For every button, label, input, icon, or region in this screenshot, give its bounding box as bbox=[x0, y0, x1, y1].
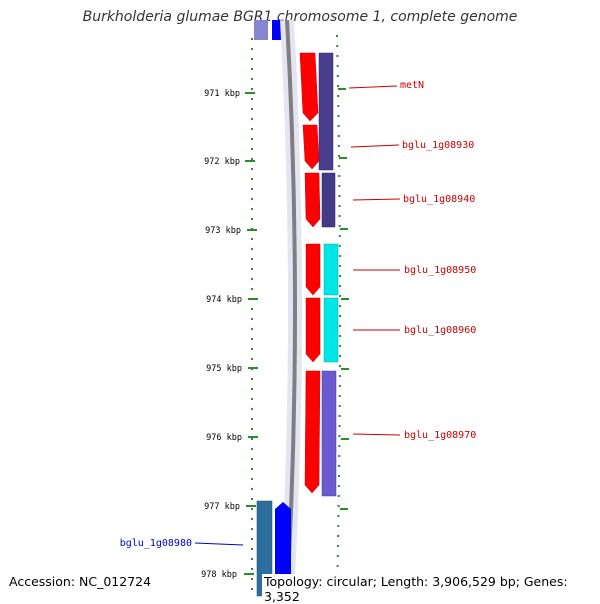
cog-features bbox=[318, 52, 339, 497]
outer-dotted-ruler bbox=[336, 34, 341, 596]
outer-tick-marks bbox=[338, 88, 349, 510]
cds-arrow-bglu-1g08960 bbox=[305, 297, 321, 363]
cds-features bbox=[299, 52, 321, 494]
label-connectors bbox=[194, 85, 401, 546]
cds-arrow-bglu-1g08930 bbox=[302, 124, 320, 170]
gene-label-bglu-1g08980[interactable]: bglu_1g08980 bbox=[120, 538, 192, 549]
gene-label-bglu-1g08940[interactable]: bglu_1g08940 bbox=[403, 194, 475, 205]
blue-gene-arrow bbox=[275, 502, 291, 596]
gene-label-metN[interactable]: metN bbox=[400, 80, 424, 91]
genome-summary-text: Topology: circular; Length: 3,906,529 bp… bbox=[262, 574, 600, 604]
tick-label: 973 kbp bbox=[205, 226, 241, 236]
cds-arrow-metN bbox=[299, 52, 319, 122]
tick-label: 975 kbp bbox=[206, 364, 242, 374]
cog-bar-purple bbox=[318, 52, 334, 171]
tick-label: 978 kbp bbox=[201, 570, 237, 580]
cds-arrow-bglu-1g08950 bbox=[305, 243, 321, 296]
bglu-1g08980-features bbox=[256, 500, 291, 597]
gene-label-bglu-1g08970[interactable]: bglu_1g08970 bbox=[404, 430, 476, 441]
gene-label-bglu-1g08950[interactable]: bglu_1g08950 bbox=[404, 265, 476, 276]
tick-label: 977 kbp bbox=[204, 502, 240, 512]
map-title: Burkholderia glumae BGR1 chromosome 1, c… bbox=[82, 9, 518, 25]
cds-arrow-bglu-1g08940 bbox=[304, 172, 321, 228]
cog-bar-violet bbox=[321, 370, 337, 497]
tick-label: 972 kbp bbox=[204, 157, 240, 167]
cog-bar-cyan bbox=[323, 243, 339, 296]
tick-label: 976 kbp bbox=[206, 433, 242, 443]
tick-label: 974 kbp bbox=[206, 295, 242, 305]
cog-bar-purple bbox=[321, 172, 336, 228]
accession-text: Accession: NC_012724 bbox=[9, 574, 152, 589]
gene-label-bglu-1g08930[interactable]: bglu_1g08930 bbox=[402, 140, 474, 151]
cds-arrow-bglu-1g08970 bbox=[304, 370, 321, 494]
tick-marks bbox=[244, 92, 258, 575]
cog-bar-cyan bbox=[323, 297, 339, 363]
tick-label: 971 kbp bbox=[204, 89, 240, 99]
gene-label-bglu-1g08960[interactable]: bglu_1g08960 bbox=[404, 325, 476, 336]
